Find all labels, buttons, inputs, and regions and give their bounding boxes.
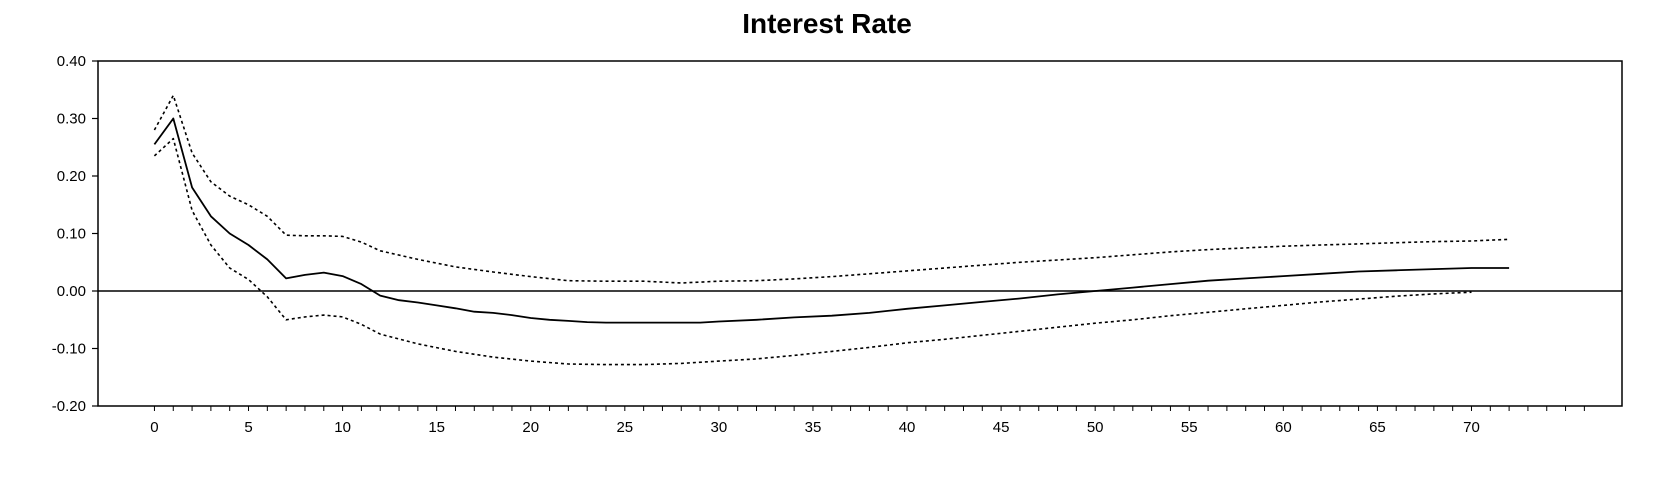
chart-title: Interest Rate [742, 8, 912, 39]
y-tick-label: 0.00 [57, 283, 86, 300]
x-tick-label: 40 [899, 419, 916, 436]
x-tick-label: 5 [244, 419, 252, 436]
lower-confidence-band-line [153, 137, 1472, 366]
plot-frame [97, 60, 1623, 407]
y-tick-label: 0.10 [57, 226, 86, 243]
x-tick-label: 45 [993, 419, 1010, 436]
x-tick-label: 15 [428, 419, 445, 436]
x-tick-label: 0 [150, 419, 158, 436]
y-tick-label: 0.40 [57, 53, 86, 70]
y-tick-label: -0.10 [52, 341, 86, 358]
y-tick-label: 0.20 [57, 168, 86, 185]
x-tick-label: 35 [805, 419, 822, 436]
x-tick-label: 55 [1181, 419, 1198, 436]
x-tick-label: 70 [1463, 419, 1480, 436]
x-tick-label: 65 [1369, 419, 1386, 436]
x-tick-label: 20 [522, 419, 539, 436]
x-tick-label: 60 [1275, 419, 1292, 436]
x-tick-label: 25 [616, 419, 633, 436]
y-tick-label: -0.20 [52, 398, 86, 415]
x-tick-label: 30 [711, 419, 728, 436]
x-tick-label: 10 [334, 419, 351, 436]
axes-group: 0.40 0.30 0.20 0.10 0.00 -0.10 -0.20 0 5 10 15 20 25… [52, 53, 1623, 436]
y-tick-label: 0.30 [57, 111, 86, 128]
impulse-response-line [153, 117, 1510, 324]
series-group [153, 94, 1510, 366]
x-tick-label: 50 [1087, 419, 1104, 436]
upper-confidence-band-line [153, 94, 1510, 284]
